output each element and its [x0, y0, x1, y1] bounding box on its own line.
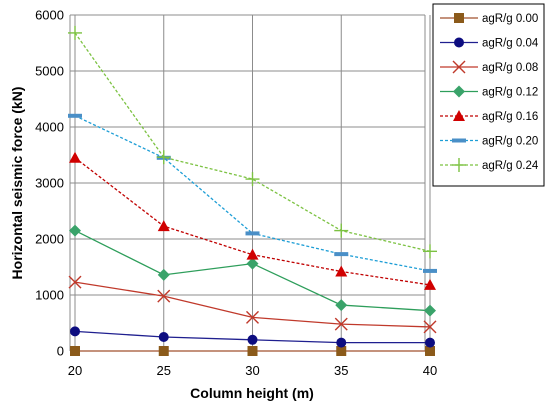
- data-point: [68, 275, 82, 289]
- data-point: [424, 304, 436, 317]
- data-point: [423, 320, 437, 334]
- tick-labels: 0 1000 2000 3000 4000 5000 6000 20 25 30 35 40: [35, 8, 437, 379]
- data-point: [246, 248, 259, 260]
- data-point: [247, 346, 258, 356]
- data-point: [156, 150, 171, 165]
- data-point: [425, 337, 435, 348]
- data-point: [335, 265, 348, 277]
- legend-marker: [454, 37, 464, 48]
- data-point: [68, 25, 82, 40]
- legend-entry: agR/g 0.08: [440, 60, 538, 74]
- data-point: [245, 231, 260, 236]
- x-tick-label: 20: [68, 363, 82, 378]
- y-tick-label: 3000: [35, 176, 64, 191]
- legend-marker: [452, 138, 466, 143]
- legend-box: [432, 3, 545, 187]
- data-point: [245, 172, 260, 187]
- data-point: [246, 257, 259, 270]
- data-point: [69, 151, 81, 163]
- data-point: [423, 268, 437, 273]
- y-tick-label: 0: [57, 344, 64, 359]
- data-point: [334, 223, 349, 238]
- legend-label: agR/g 0.04: [482, 38, 539, 50]
- series-3: [69, 224, 436, 317]
- x-tick-label: 25: [157, 363, 171, 378]
- data-point: [424, 278, 436, 290]
- data-point: [70, 346, 80, 356]
- data-point: [158, 346, 169, 356]
- data-point: [336, 346, 347, 356]
- legend-label: agR/g 0.12: [482, 87, 538, 99]
- legend-entry: agR/g 0.12: [440, 85, 538, 99]
- legend-label: agR/g 0.08: [482, 62, 538, 74]
- legend-entry: agR/g 0.04: [440, 37, 539, 50]
- data-point: [335, 299, 348, 312]
- legend-label: agR/g 0.16: [482, 111, 538, 123]
- data-point: [70, 326, 80, 337]
- y-tick-label: 2000: [35, 232, 64, 247]
- legend-label: agR/g 0.00: [482, 13, 538, 25]
- legend-marker: [454, 13, 464, 23]
- data-point: [334, 252, 349, 257]
- legend-entry: agR/g 0.16: [440, 110, 538, 123]
- series-line: [74, 32, 431, 252]
- series-lines: [68, 25, 437, 356]
- series-0: [70, 346, 435, 356]
- legend-marker: [453, 110, 465, 121]
- legend: agR/g 0.00 agR/g 0.04 agR/g 0.08 agR/g 0.12…: [432, 3, 545, 187]
- data-point: [246, 310, 259, 324]
- legend-marker: [453, 85, 465, 98]
- data-point: [423, 244, 437, 259]
- legend-entry: agR/g 0.00: [440, 13, 538, 25]
- data-point: [334, 317, 348, 331]
- legend-entry: agR/g 0.24: [440, 158, 539, 172]
- data-point: [157, 268, 170, 281]
- legend-marker: [452, 158, 466, 172]
- x-tick-label: 30: [245, 363, 259, 378]
- data-point: [247, 334, 258, 345]
- data-point: [157, 220, 170, 232]
- series-2: [68, 275, 437, 334]
- x-tick-label: 40: [423, 363, 437, 378]
- legend-label: agR/g 0.24: [482, 160, 539, 172]
- series-line: [74, 115, 431, 272]
- gridlines: [69, 14, 431, 352]
- x-tick-label: 35: [334, 363, 348, 378]
- data-point: [425, 346, 435, 356]
- data-point: [157, 289, 171, 303]
- y-tick-label: 6000: [35, 8, 64, 23]
- data-point: [336, 337, 347, 348]
- series-4: [69, 151, 436, 290]
- data-point: [68, 113, 82, 118]
- legend-label: agR/g 0.20: [482, 136, 538, 148]
- legend-marker: [452, 60, 466, 74]
- y-tick-label: 4000: [35, 120, 64, 135]
- series-1: [70, 326, 435, 348]
- legend-entry: agR/g 0.20: [440, 136, 538, 148]
- x-axis-title: Column height (m): [190, 385, 314, 401]
- series-6: [68, 25, 437, 259]
- y-axis-title: Horizontal seismic force (kN): [9, 87, 25, 280]
- y-tick-label: 1000: [35, 288, 64, 303]
- y-tick-label: 5000: [35, 64, 64, 79]
- data-point: [158, 332, 169, 342]
- data-point: [69, 224, 81, 237]
